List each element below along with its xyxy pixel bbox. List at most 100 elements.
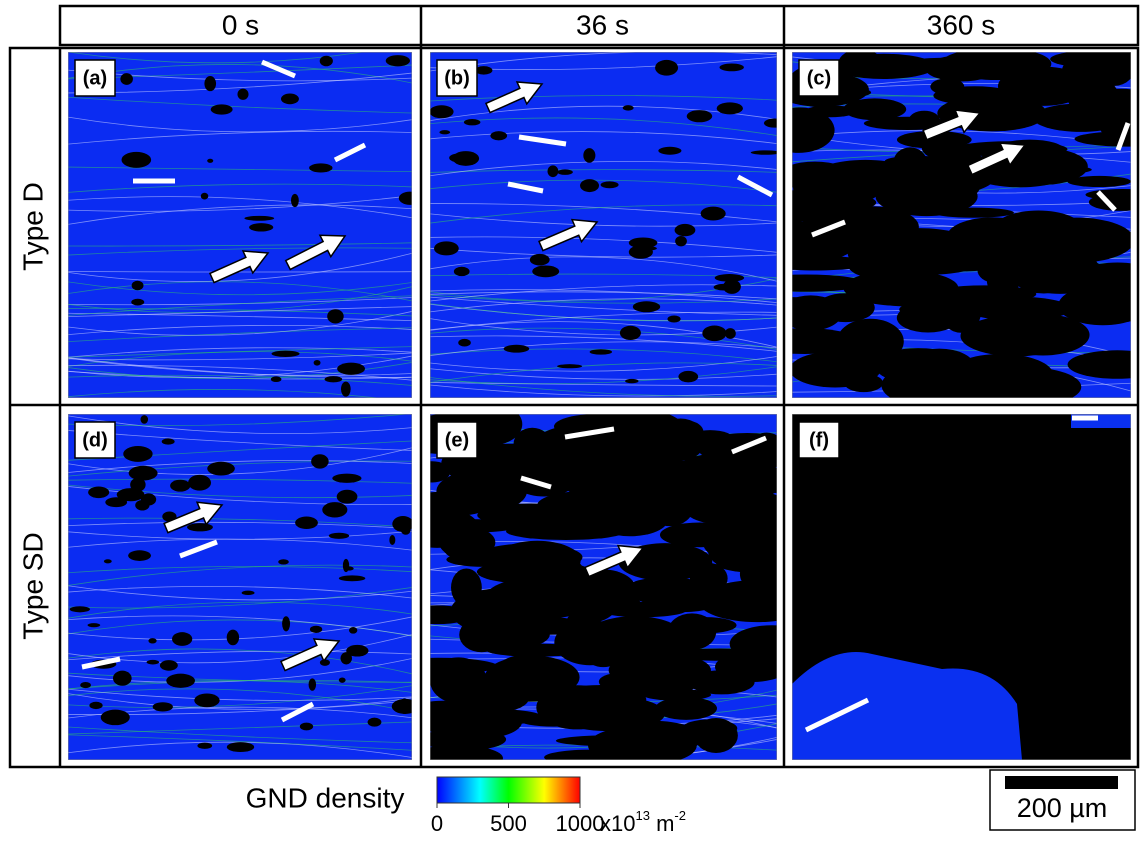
damage xyxy=(475,66,493,75)
texture xyxy=(68,327,412,343)
panel xyxy=(68,52,412,398)
texture xyxy=(430,298,777,313)
colorbar-label: GND density xyxy=(246,782,405,813)
damage xyxy=(309,625,323,633)
texture xyxy=(68,615,412,637)
texture xyxy=(68,530,412,540)
damage xyxy=(313,359,321,366)
damage xyxy=(584,594,641,613)
panel-label-box xyxy=(436,59,478,97)
panel xyxy=(68,414,412,760)
damage xyxy=(430,105,454,119)
damage xyxy=(678,370,699,383)
arrow xyxy=(208,250,270,284)
damage xyxy=(88,486,110,499)
damage xyxy=(332,473,362,483)
texture xyxy=(430,356,777,372)
damage xyxy=(843,98,907,121)
column-header: 36 s xyxy=(576,9,629,40)
damage xyxy=(116,488,145,502)
damage xyxy=(476,559,591,585)
texture xyxy=(68,726,412,744)
damage xyxy=(336,489,358,504)
panel-label: (f) xyxy=(809,429,829,451)
damage xyxy=(278,559,289,565)
unit-m: m xyxy=(650,811,674,836)
damage xyxy=(282,616,291,632)
damage xyxy=(792,107,835,153)
damage xyxy=(940,293,981,333)
damage xyxy=(587,682,649,703)
damage xyxy=(100,709,130,726)
texture xyxy=(430,289,777,304)
texture xyxy=(68,242,412,247)
unit-exp: 13 xyxy=(635,808,649,823)
damage xyxy=(702,325,727,342)
texture xyxy=(430,256,777,282)
arrow xyxy=(966,142,1027,176)
scale-bar xyxy=(1005,776,1118,789)
texture xyxy=(430,303,777,322)
damage xyxy=(651,628,697,669)
unit-m-exp: -2 xyxy=(674,808,686,823)
texture xyxy=(68,352,412,361)
damage xyxy=(843,270,959,306)
damage xyxy=(349,627,358,634)
arrow xyxy=(284,234,347,271)
texture xyxy=(68,679,412,690)
damage xyxy=(622,105,634,111)
damage xyxy=(716,102,743,115)
damage xyxy=(463,599,551,637)
damage xyxy=(249,223,274,232)
damage xyxy=(557,364,583,369)
damage xyxy=(295,516,318,530)
grain-marker xyxy=(804,697,870,733)
damage xyxy=(338,677,346,683)
damage xyxy=(172,632,193,646)
damage xyxy=(713,283,734,291)
texture xyxy=(68,347,412,358)
texture xyxy=(430,291,777,300)
damage xyxy=(689,562,728,594)
panel xyxy=(430,52,777,398)
damage xyxy=(490,131,508,141)
damage xyxy=(654,471,763,497)
damage xyxy=(322,502,348,518)
grain-marker xyxy=(520,475,552,490)
row-label: Type D xyxy=(17,182,48,271)
panel-label-box xyxy=(436,421,478,459)
damage xyxy=(237,88,249,100)
texture xyxy=(68,311,412,336)
damage xyxy=(739,553,777,595)
damage xyxy=(532,265,560,278)
texture xyxy=(68,521,412,530)
damage xyxy=(271,350,300,357)
damage xyxy=(987,250,1047,276)
texture xyxy=(68,324,412,335)
texture xyxy=(68,564,412,586)
texture xyxy=(68,286,412,313)
panels: (a) (b) (c) (d) (e) (f) xyxy=(68,52,1131,760)
row-label: Type SD xyxy=(17,532,48,639)
grain-marker xyxy=(333,142,367,163)
damage xyxy=(682,719,738,738)
texture xyxy=(430,341,777,356)
damage xyxy=(241,590,255,596)
damage xyxy=(564,573,596,604)
damage xyxy=(166,673,195,688)
damage xyxy=(451,568,482,607)
texture xyxy=(68,307,412,317)
texture xyxy=(68,585,412,601)
damage xyxy=(547,165,559,178)
panel-label-box xyxy=(798,421,840,459)
texture xyxy=(68,247,412,256)
panel xyxy=(792,414,1131,760)
texture xyxy=(430,204,777,224)
damage xyxy=(130,477,146,492)
grain-marker xyxy=(736,174,774,198)
texture xyxy=(68,196,412,219)
damage xyxy=(398,191,412,205)
texture xyxy=(68,484,412,499)
grid-frame xyxy=(8,4,1140,769)
arrow xyxy=(163,501,224,534)
